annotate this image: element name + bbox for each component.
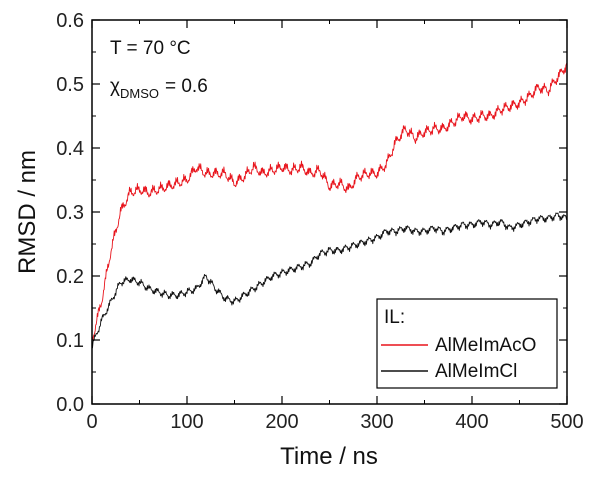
- temperature-annotation: T = 70 °C: [110, 38, 191, 59]
- annotation-layer: T = 70 °C χDMSO = 0.6: [110, 38, 208, 101]
- x-axis-title: Time / ns: [280, 443, 378, 470]
- y-tick-label: 0.6: [56, 10, 84, 32]
- y-tick-label: 0.3: [56, 202, 84, 224]
- axes-layer: 0 100 200 300 400 500 0.0 0.1 0.2 0.3 0.4 0.5 0.6: [56, 10, 584, 433]
- y-axis-title: RMSD / nm: [14, 150, 41, 274]
- x-tick-label: 300: [360, 411, 393, 433]
- chi-symbol: χ: [110, 76, 120, 97]
- legend-label-almeimaco: AlMeImAcO: [435, 335, 536, 356]
- legend-box: [376, 298, 558, 389]
- legend: IL: AlMeImAcO AlMeImCl: [376, 298, 558, 389]
- chi-value: = 0.6: [165, 76, 208, 97]
- y-tick-label: 0.1: [56, 330, 84, 352]
- y-tick-label: 0.2: [56, 266, 84, 288]
- series-line-almeimaco: [91, 63, 568, 340]
- x-tick-label: 0: [86, 411, 97, 433]
- y-tick-label: 0.0: [56, 394, 84, 416]
- series-layer: [91, 63, 568, 349]
- mole-fraction-annotation: χDMSO = 0.6: [110, 76, 208, 101]
- x-tick-label: 200: [265, 411, 298, 433]
- legend-title: IL:: [384, 307, 405, 328]
- x-tick-label: 400: [455, 411, 488, 433]
- legend-label-almeimcl: AlMeImCl: [435, 361, 517, 382]
- series-line-almeimcl: [91, 212, 568, 349]
- y-tick-label: 0.5: [56, 74, 84, 96]
- y-tick-label: 0.4: [56, 138, 84, 160]
- chi-subscript: DMSO: [120, 86, 159, 101]
- x-tick-label: 100: [170, 411, 203, 433]
- x-tick-label: 500: [550, 411, 583, 433]
